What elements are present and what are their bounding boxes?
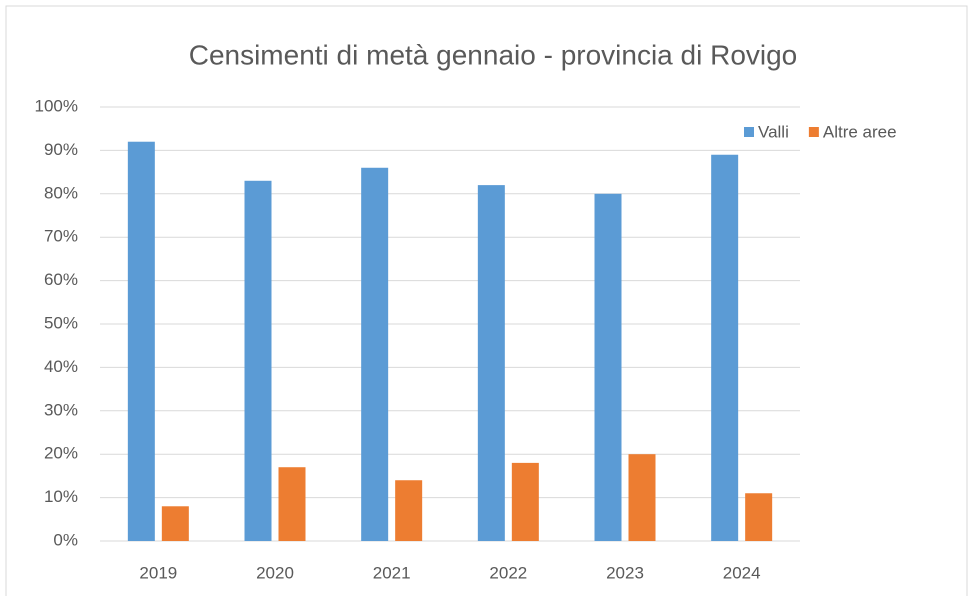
y-tick-label: 90% — [44, 140, 78, 159]
y-tick-label: 60% — [44, 270, 78, 289]
y-tick-label: 70% — [44, 227, 78, 246]
bar — [127, 141, 155, 541]
legend-label: Valli — [758, 122, 789, 141]
legend-swatch — [744, 127, 754, 137]
bar — [361, 167, 389, 541]
y-tick-label: 50% — [44, 313, 78, 332]
chart-title: Censimenti di metà gennaio - provincia d… — [189, 39, 798, 70]
legend-label: Altre aree — [823, 122, 897, 141]
bar — [511, 462, 539, 541]
bar — [711, 154, 739, 542]
legend-swatch — [808, 127, 819, 137]
bar — [594, 193, 622, 542]
bar — [395, 480, 423, 541]
bar — [244, 180, 272, 541]
bar — [745, 493, 773, 541]
bar — [161, 506, 189, 541]
bar — [628, 454, 656, 541]
x-tick-label: 2020 — [256, 563, 294, 582]
bar — [477, 185, 505, 541]
bar — [278, 467, 306, 541]
y-tick-label: 100% — [35, 96, 78, 115]
y-tick-label: 20% — [44, 444, 78, 463]
y-tick-label: 30% — [44, 400, 78, 419]
x-tick-label: 2023 — [606, 563, 644, 582]
y-tick-label: 0% — [53, 530, 78, 549]
y-tick-label: 10% — [44, 487, 78, 506]
x-tick-label: 2024 — [723, 563, 761, 582]
y-tick-label: 40% — [44, 357, 78, 376]
x-tick-label: 2021 — [373, 563, 411, 582]
x-tick-label: 2022 — [489, 563, 527, 582]
y-tick-label: 80% — [44, 183, 78, 202]
x-tick-label: 2019 — [139, 563, 177, 582]
